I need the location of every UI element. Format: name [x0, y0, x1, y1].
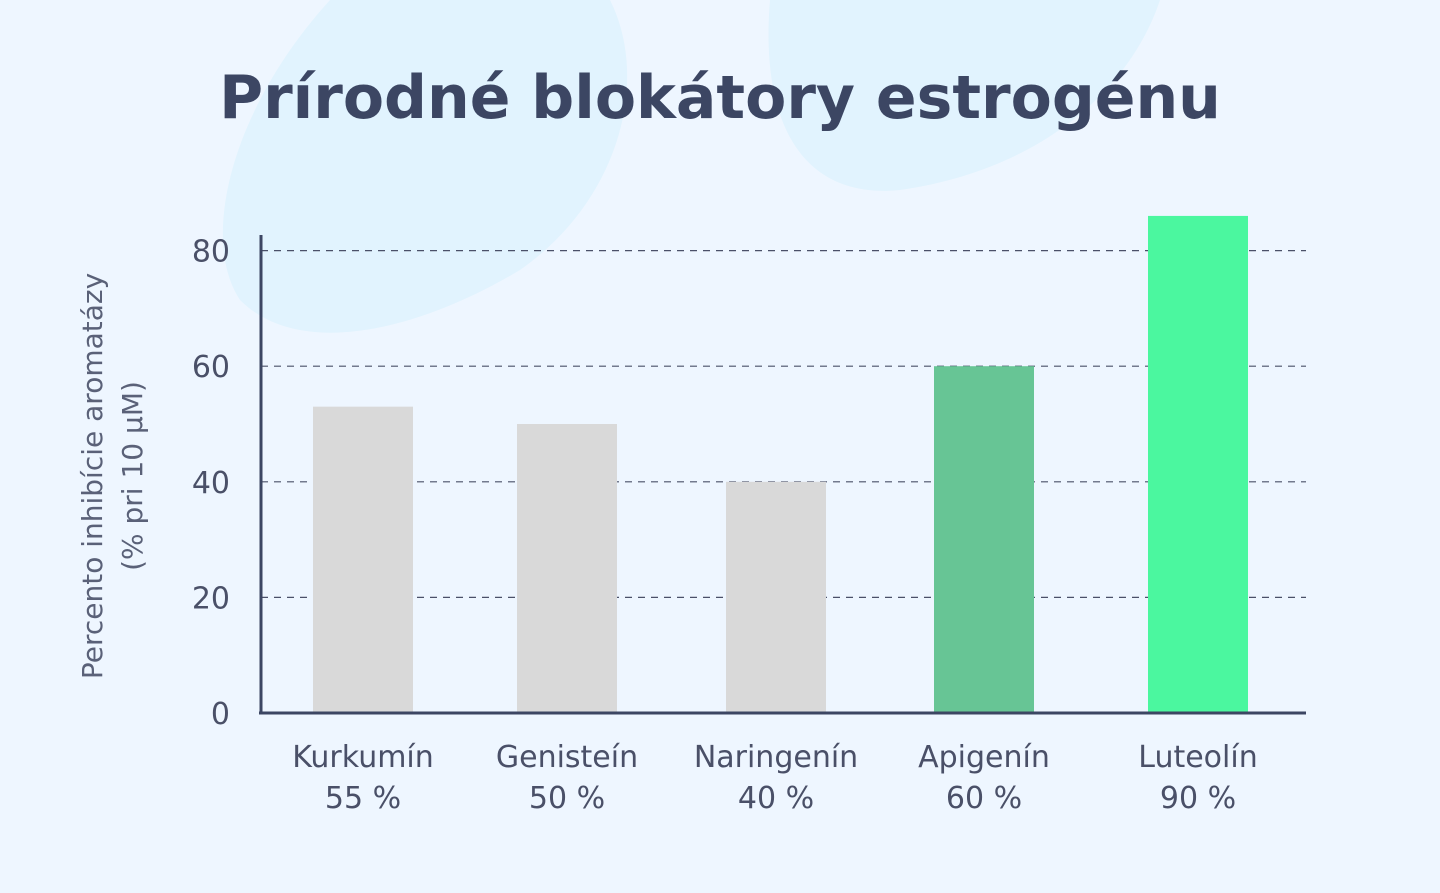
- bar-kurkumín: [313, 406, 413, 713]
- background-decoration: [222, 0, 1160, 333]
- bar-naringenín: [726, 481, 826, 713]
- x-category-label: Kurkumín: [292, 740, 434, 775]
- x-category-label: Apigenín: [918, 740, 1050, 775]
- x-value-label: 40 %: [738, 781, 814, 816]
- x-category-label: Genisteín: [496, 740, 638, 775]
- x-category-label: Naringenín: [694, 740, 858, 775]
- bar-apigenín: [934, 366, 1034, 713]
- background-blob-left: [222, 0, 628, 333]
- x-category-label: Luteolín: [1138, 740, 1257, 775]
- y-tick-label-20: 20: [192, 581, 230, 616]
- background-blob-right: [768, 0, 1160, 191]
- y-tick-label-40: 40: [192, 466, 230, 501]
- y-tick-label-60: 60: [192, 350, 230, 385]
- chart-title: Prírodné blokátory estrogénu: [219, 63, 1221, 133]
- y-tick-label-80: 80: [192, 235, 230, 270]
- x-value-label: 60 %: [946, 781, 1022, 816]
- y-tick-labels: 0 20 40 60 80: [192, 235, 230, 732]
- x-category-labels: Kurkumín 55 % Genisteín 50 % Naringenín 40 % A…: [292, 740, 1258, 816]
- y-axis-label-line1: Percento inhibície aromatázy: [76, 273, 109, 679]
- x-value-label: 90 %: [1160, 781, 1236, 816]
- bar-genisteín: [517, 424, 617, 713]
- y-tick-label-0: 0: [211, 697, 230, 732]
- x-value-label: 55 %: [325, 781, 401, 816]
- bars: [313, 215, 1248, 714]
- bar-luteolín: [1148, 215, 1248, 714]
- x-value-label: 50 %: [529, 781, 605, 816]
- y-axis-label-line2: (% pri 10 μM): [116, 381, 149, 571]
